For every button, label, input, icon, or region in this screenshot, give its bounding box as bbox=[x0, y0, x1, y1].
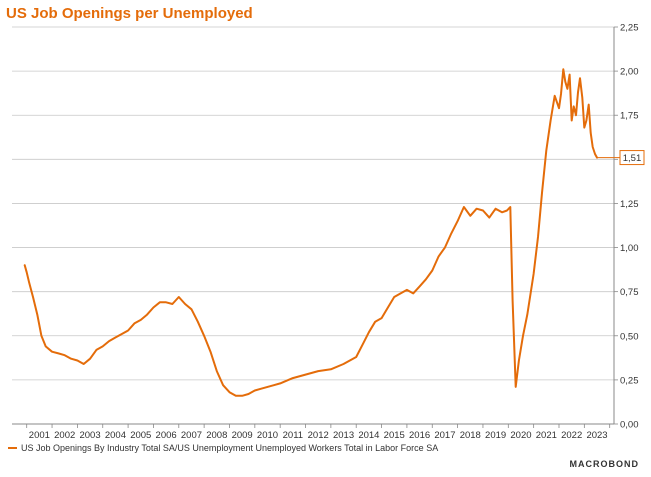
series-lines bbox=[25, 69, 597, 396]
x-tick-label: 2014 bbox=[358, 430, 379, 441]
x-tick-label: 2010 bbox=[257, 430, 278, 441]
x-tick-label: 2013 bbox=[333, 430, 354, 441]
x-tick-label: 2022 bbox=[561, 430, 582, 441]
y-tick-label: 2,25 bbox=[620, 23, 639, 34]
x-tick-label: 2007 bbox=[181, 430, 202, 441]
x-tick-label: 2003 bbox=[79, 430, 100, 441]
x-tick-label: 2016 bbox=[409, 430, 430, 441]
y-tick-labels: 0,000,250,500,751,001,251,501,752,002,25 bbox=[620, 23, 639, 431]
legend-swatch-icon bbox=[8, 447, 17, 449]
series-line-0 bbox=[25, 69, 597, 396]
grid-lines bbox=[12, 27, 614, 380]
x-tick-label: 2019 bbox=[485, 430, 506, 441]
x-tick-label: 2008 bbox=[206, 430, 227, 441]
y-tick-label: 0,75 bbox=[620, 287, 639, 298]
last-value-label: 1,51 bbox=[623, 153, 642, 164]
y-tick-label: 1,25 bbox=[620, 199, 639, 210]
y-tick-label: 0,00 bbox=[620, 420, 639, 431]
axes bbox=[12, 27, 618, 428]
y-tick-label: 0,50 bbox=[620, 331, 639, 342]
legend-label: US Job Openings By Industry Total SA/US … bbox=[21, 443, 438, 453]
x-tick-label: 2005 bbox=[130, 430, 151, 441]
y-tick-label: 2,00 bbox=[620, 67, 639, 78]
y-tick-label: 1,00 bbox=[620, 243, 639, 254]
x-tick-label: 2015 bbox=[384, 430, 405, 441]
x-tick-label: 2009 bbox=[232, 430, 253, 441]
x-tick-label: 2012 bbox=[308, 430, 329, 441]
brand-logo: MACROBOND bbox=[570, 459, 640, 469]
last-value-marker: 1,51 bbox=[597, 151, 644, 165]
x-tick-label: 2021 bbox=[536, 430, 557, 441]
x-tick-label: 2001 bbox=[29, 430, 50, 441]
x-tick-label: 2020 bbox=[510, 430, 531, 441]
x-tick-label: 2011 bbox=[283, 430, 303, 441]
x-tick-label: 2023 bbox=[586, 430, 607, 441]
x-tick-label: 2004 bbox=[105, 430, 126, 441]
y-tick-label: 0,25 bbox=[620, 375, 639, 386]
x-tick-label: 2002 bbox=[54, 430, 75, 441]
x-tick-label: 2017 bbox=[434, 430, 455, 441]
y-tick-label: 1,75 bbox=[620, 111, 639, 122]
x-tick-label: 2018 bbox=[460, 430, 481, 441]
legend: US Job Openings By Industry Total SA/US … bbox=[8, 443, 438, 453]
x-tick-label: 2006 bbox=[156, 430, 177, 441]
x-tick-labels: 2001 2002 2003 2004 2005 2006 2007 2008 2009 2010… bbox=[29, 430, 608, 441]
